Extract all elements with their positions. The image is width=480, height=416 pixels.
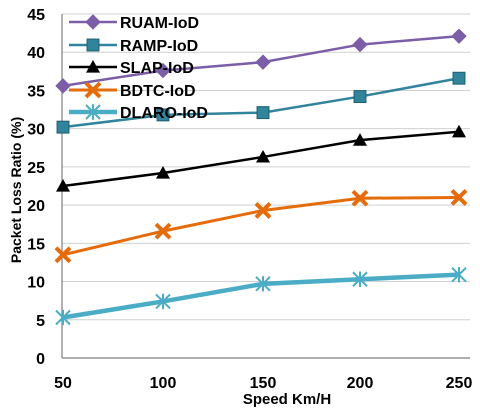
legend-item: SLAP-IoD: [69, 60, 194, 77]
x-axis-label: Speed Km/H: [243, 391, 331, 408]
data-point: [450, 189, 468, 206]
data-point: [353, 133, 367, 146]
legend-item: DLARO-IoD: [69, 104, 208, 122]
legend-item: RUAM-IoD: [69, 14, 199, 32]
y-axis-label: Packet Loss Ratio (%): [8, 117, 24, 263]
legend-label: RUAM-IoD: [120, 15, 199, 32]
data-point: [155, 62, 171, 79]
data-point: [352, 271, 368, 287]
series-bdtc-iod: [54, 189, 468, 264]
data-point: [451, 28, 467, 44]
data-point: [353, 90, 367, 104]
legend-label: SLAP-IoD: [120, 60, 194, 77]
legend-label: DLARO-IoD: [120, 105, 208, 122]
data-point: [55, 309, 71, 326]
data-point: [56, 179, 70, 192]
legend-item: RAMP-IoD: [69, 38, 198, 55]
y-tick-label: 45: [27, 7, 45, 24]
data-point: [452, 71, 466, 85]
data-point: [255, 54, 271, 70]
data-point: [352, 36, 368, 53]
series-ramp-iod: [56, 71, 466, 134]
legend-marker: [86, 60, 100, 73]
y-tick-label: 10: [27, 275, 45, 292]
legend-marker: [85, 14, 101, 30]
x-tick-label: 100: [150, 375, 177, 392]
legend-marker: [86, 38, 100, 52]
x-tick-label: 200: [347, 375, 374, 392]
data-point: [156, 166, 170, 179]
x-tick-label: 50: [54, 375, 72, 392]
legend-marker: [85, 104, 101, 120]
data-point: [156, 108, 170, 122]
data-point: [55, 78, 71, 94]
y-tick-label: 0: [36, 351, 45, 368]
data-point: [155, 293, 171, 310]
series-group: [54, 28, 468, 326]
data-point: [154, 222, 172, 240]
x-tick-label: 150: [250, 375, 277, 392]
series-dlaro-iod: [55, 266, 467, 326]
data-point: [351, 189, 369, 207]
y-tick-label: 40: [27, 45, 45, 62]
y-tick-label: 30: [27, 122, 45, 139]
series-slap-iod: [56, 124, 466, 192]
gridlines: [62, 13, 470, 321]
data-point: [54, 246, 72, 264]
legend: RUAM-IoD RAMP-IoD SLAP-IoD BDTC-IoD DLARO-Io…: [69, 14, 208, 122]
data-point: [256, 149, 270, 163]
legend-label: BDTC-IoD: [120, 83, 196, 100]
data-point: [255, 276, 271, 292]
legend-item: BDTC-IoD: [69, 81, 196, 100]
data-point: [451, 266, 467, 283]
y-tick-label: 15: [27, 236, 45, 253]
legend-label: RAMP-IoD: [120, 38, 198, 55]
y-tick-label: 35: [27, 83, 45, 100]
data-point: [452, 124, 466, 138]
y-tick-label: 25: [27, 160, 45, 177]
axes: 0 5 10 15 20 25 30 35 40 45 50 100 150 200 250: [27, 7, 472, 392]
series-ruam-iod: [55, 28, 467, 94]
data-point: [256, 106, 270, 120]
data-point: [56, 120, 70, 134]
y-tick-label: 5: [36, 313, 45, 330]
legend-marker: [84, 81, 102, 99]
data-point: [254, 202, 272, 219]
x-tick-label: 250: [446, 375, 473, 392]
y-tick-label: 20: [27, 198, 45, 215]
